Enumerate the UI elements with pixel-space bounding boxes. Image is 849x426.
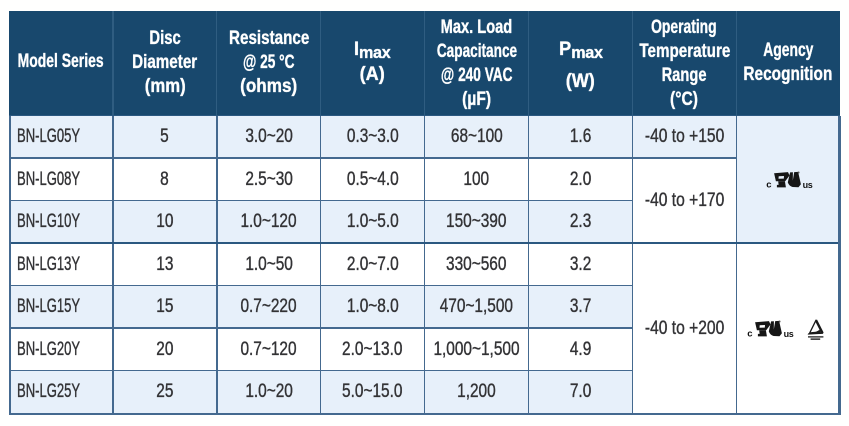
- svg-text:us: us: [784, 329, 794, 339]
- svg-text:c: c: [747, 328, 752, 338]
- svg-text:c: c: [766, 180, 771, 190]
- svg-text:us: us: [803, 180, 813, 190]
